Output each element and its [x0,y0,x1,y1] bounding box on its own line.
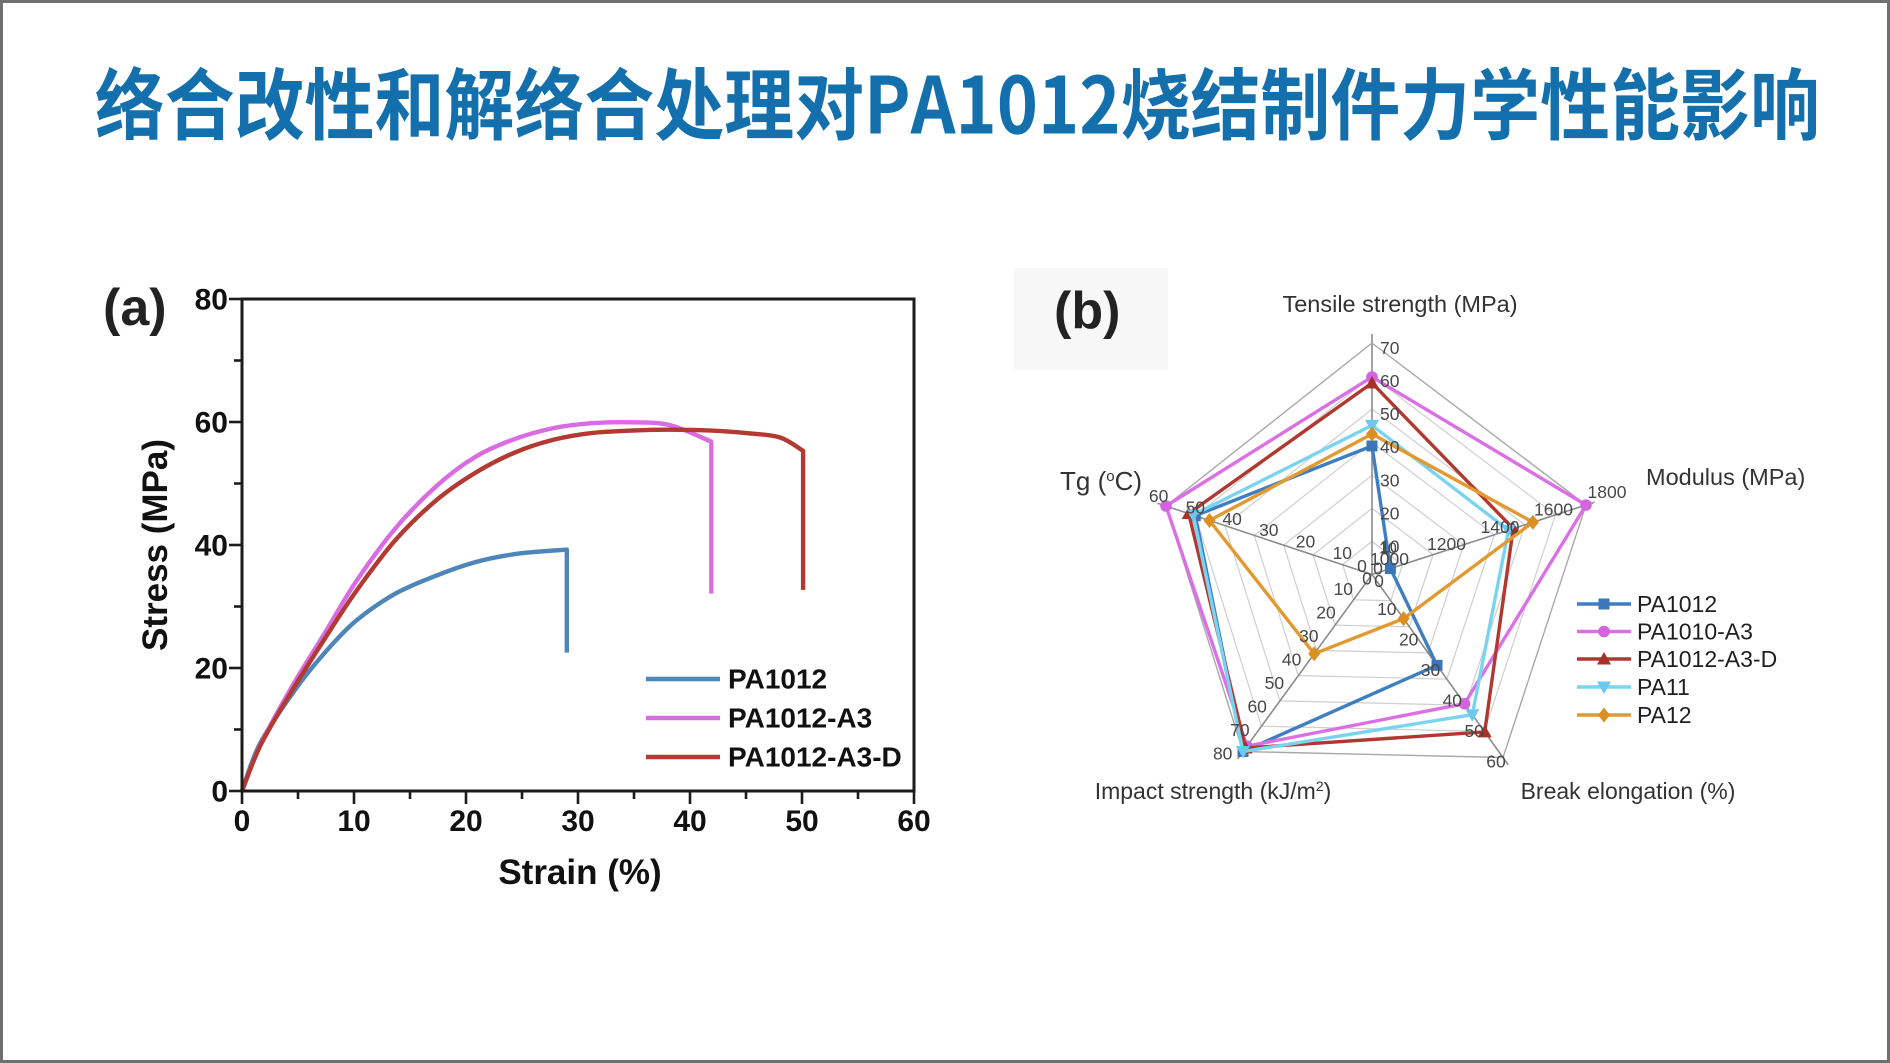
svg-text:60: 60 [1380,371,1400,391]
svg-text:10: 10 [337,805,370,838]
svg-text:50: 50 [1265,673,1285,693]
svg-text:PA1010-A3: PA1010-A3 [1637,619,1753,645]
svg-text:Modulus (MPa): Modulus (MPa) [1646,464,1805,490]
svg-text:10: 10 [1333,543,1353,563]
svg-text:70: 70 [1230,720,1250,740]
svg-text:40: 40 [1380,437,1400,457]
svg-text:60: 60 [1486,752,1506,772]
svg-text:0: 0 [1373,559,1383,579]
svg-text:0: 0 [1374,571,1384,591]
svg-text:50: 50 [785,805,818,838]
svg-text:40: 40 [1443,691,1463,711]
svg-text:10: 10 [1334,579,1354,599]
svg-text:10: 10 [1380,536,1400,556]
svg-text:30: 30 [1259,520,1279,540]
svg-text:PA1012-A3-D: PA1012-A3-D [728,742,902,773]
svg-text:40: 40 [195,530,228,563]
svg-text:50: 50 [1186,497,1206,517]
svg-text:80: 80 [1213,744,1233,764]
svg-text:60: 60 [1149,486,1169,506]
svg-text:20: 20 [1316,603,1336,623]
svg-text:20: 20 [195,653,228,686]
svg-text:Stress (MPa): Stress (MPa) [136,439,175,651]
svg-text:(b): (b) [1054,282,1120,340]
svg-text:60: 60 [195,407,228,440]
svg-text:30: 30 [1421,660,1441,680]
svg-text:1000: 1000 [1370,549,1409,569]
svg-text:PA1012-A3-D: PA1012-A3-D [1637,646,1777,672]
svg-text:10: 10 [1379,541,1397,558]
svg-text:Impact strength (kJ/m2): Impact strength (kJ/m2) [1095,778,1332,804]
svg-text:0: 0 [1362,569,1372,589]
svg-text:0: 0 [1357,556,1367,576]
svg-text:40: 40 [1222,509,1242,529]
svg-text:70: 70 [1380,338,1400,358]
svg-text:80: 80 [195,284,228,317]
svg-text:1200: 1200 [1427,534,1466,554]
svg-text:Strain (%): Strain (%) [498,853,661,892]
svg-text:Break elongation (%): Break elongation (%) [1521,778,1736,804]
svg-text:40: 40 [1282,650,1302,670]
svg-text:20: 20 [1380,503,1400,523]
svg-text:50: 50 [1380,404,1400,424]
svg-text:30: 30 [1299,626,1319,646]
svg-text:Tensile strength (MPa): Tensile strength (MPa) [1282,291,1517,317]
svg-text:30: 30 [1380,470,1400,490]
svg-text:10: 10 [1377,599,1397,619]
svg-text:1600: 1600 [1534,499,1573,519]
svg-text:60: 60 [1247,697,1267,717]
svg-text:20: 20 [1296,532,1316,552]
svg-text:0: 0 [234,805,251,838]
svg-text:1400: 1400 [1481,517,1520,537]
svg-text:PA1012: PA1012 [728,664,827,695]
svg-text:PA1012-A3: PA1012-A3 [728,703,872,734]
svg-text:30: 30 [561,805,594,838]
svg-text:20: 20 [1399,630,1419,650]
svg-text:20: 20 [449,805,482,838]
svg-text:40: 40 [673,805,706,838]
svg-text:60: 60 [897,805,930,838]
svg-text:1800: 1800 [1588,482,1627,502]
svg-text:Tg (oC): Tg (oC) [1060,466,1142,496]
svg-text:PA1012: PA1012 [1637,591,1717,617]
svg-text:PA12: PA12 [1637,702,1692,728]
svg-text:0: 0 [211,776,228,809]
svg-text:50: 50 [1464,721,1484,741]
svg-text:(a): (a) [103,279,167,337]
svg-text:PA11: PA11 [1637,674,1690,700]
